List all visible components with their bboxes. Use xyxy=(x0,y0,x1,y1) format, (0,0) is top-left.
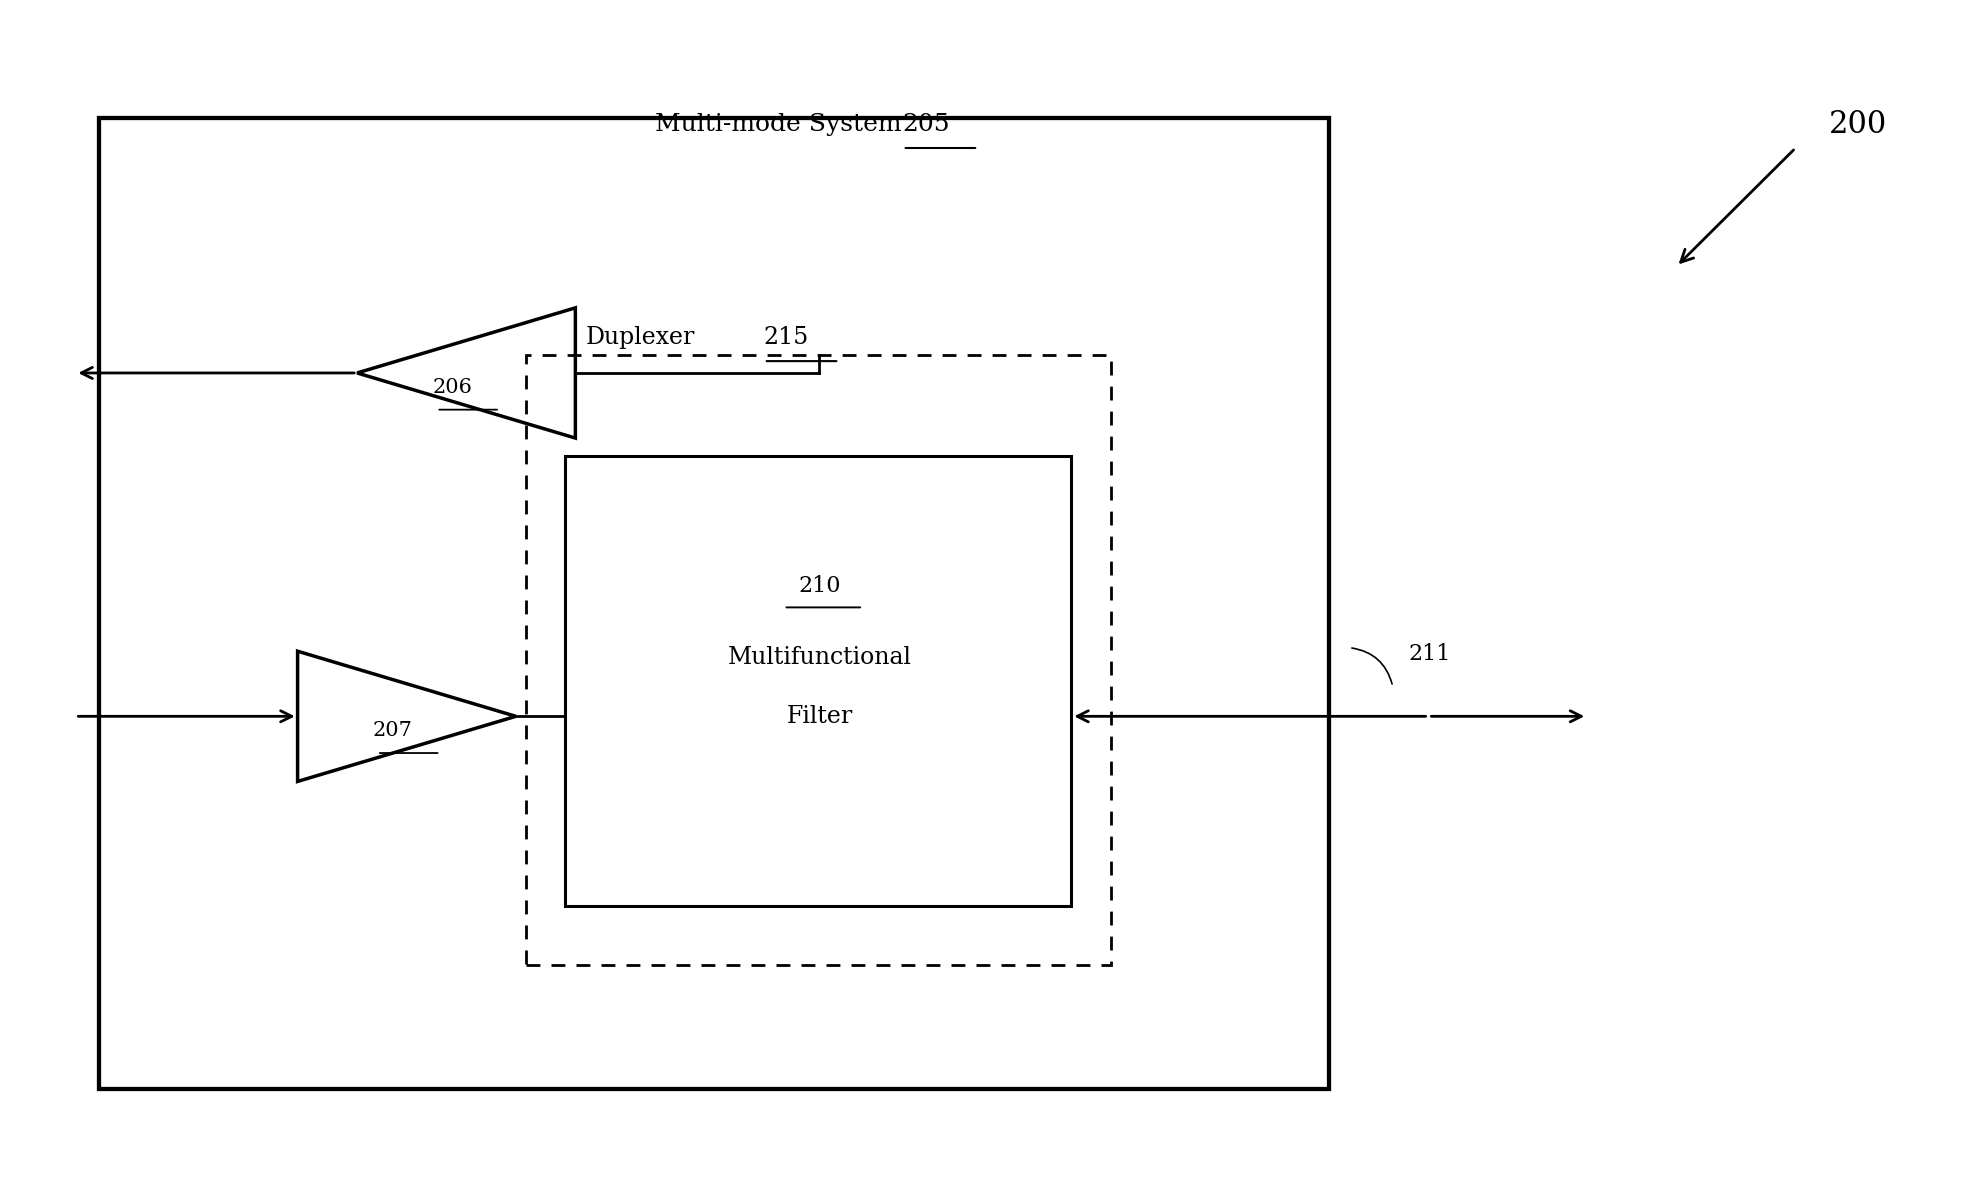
Text: 206: 206 xyxy=(433,378,472,397)
Text: 215: 215 xyxy=(764,326,809,349)
Text: 211: 211 xyxy=(1409,643,1450,664)
Text: Multi-mode System: Multi-mode System xyxy=(655,112,901,136)
Text: 200: 200 xyxy=(1829,109,1887,140)
Text: 205: 205 xyxy=(903,112,950,136)
Text: Multifunctional: Multifunctional xyxy=(728,645,911,669)
Bar xyxy=(526,355,1111,965)
Text: Duplexer: Duplexer xyxy=(585,326,694,349)
Bar xyxy=(565,456,1071,906)
Text: 207: 207 xyxy=(373,721,413,740)
Bar xyxy=(99,118,1329,1089)
Text: 210: 210 xyxy=(798,575,841,597)
Text: Filter: Filter xyxy=(786,704,853,728)
